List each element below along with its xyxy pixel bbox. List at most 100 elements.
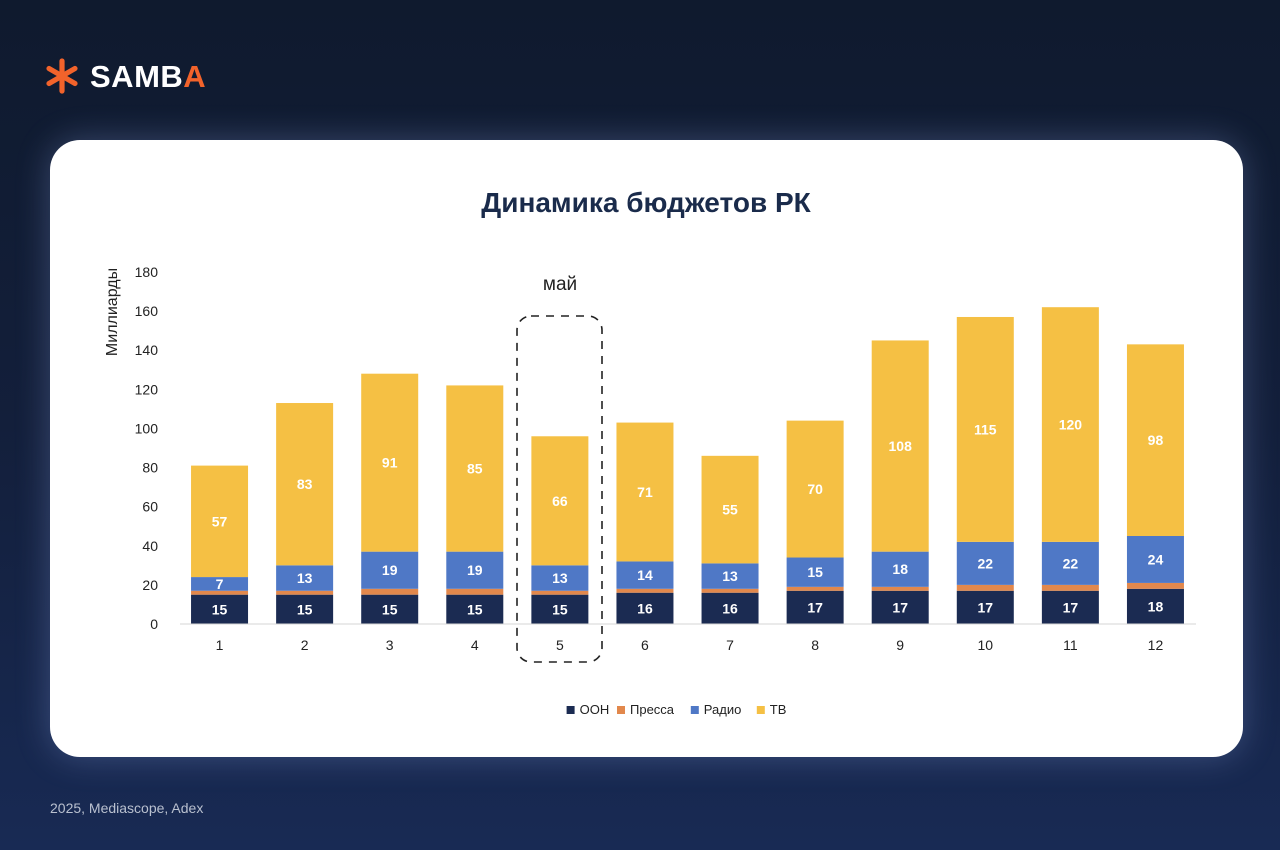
x-tick-label: 4 bbox=[471, 637, 479, 653]
x-axis-ticks: 1 2 3 4 5 6 7 8 9 10 11 12 bbox=[216, 637, 1164, 653]
bar-segment bbox=[786, 420, 844, 558]
brand-name-accent: A bbox=[183, 58, 207, 94]
chart-legend: OOH Пресса Радио ТВ bbox=[566, 702, 786, 717]
bar-segment bbox=[191, 465, 249, 578]
data-label: 13 bbox=[722, 568, 738, 584]
may-annotation-label: май bbox=[543, 274, 577, 295]
data-label: 57 bbox=[212, 513, 228, 529]
bar-segment bbox=[531, 590, 589, 595]
x-tick-label: 11 bbox=[1063, 637, 1078, 653]
bar-segment bbox=[701, 455, 759, 564]
data-label: 13 bbox=[297, 570, 313, 586]
bar-segment bbox=[616, 422, 674, 562]
bar-segment bbox=[361, 373, 419, 552]
data-label: 18 bbox=[892, 561, 908, 577]
data-label: 71 bbox=[637, 484, 653, 500]
data-label: 85 bbox=[467, 461, 483, 477]
data-label: 19 bbox=[382, 562, 398, 578]
bar-data-labels: 15 7 57 15 13 83 15 19 91 15 19 85 15 13 66 16 14 71 16 13 5… bbox=[212, 417, 1164, 618]
x-tick-label: 7 bbox=[726, 637, 734, 653]
data-label: 7 bbox=[216, 576, 224, 592]
x-tick-label: 9 bbox=[896, 637, 904, 653]
bar-segment bbox=[1126, 588, 1184, 624]
legend-swatch bbox=[690, 706, 699, 714]
data-label: 15 bbox=[467, 601, 483, 617]
samba-logo: SAMBA bbox=[44, 58, 206, 94]
data-label: 16 bbox=[637, 600, 653, 616]
chart-title: Динамика бюджетов РК bbox=[481, 187, 811, 218]
x-tick-label: 2 bbox=[301, 637, 309, 653]
data-label: 13 bbox=[552, 570, 568, 586]
data-label: 22 bbox=[1063, 555, 1079, 571]
bar-segment bbox=[361, 551, 419, 589]
bar-segment bbox=[361, 588, 419, 595]
bar-segment bbox=[1041, 584, 1099, 591]
legend-label: Пресса bbox=[630, 702, 675, 717]
budget-chart: Динамика бюджетов РК Миллиарды 0 20 40 60 80… bbox=[104, 187, 1196, 717]
y-tick-label: 60 bbox=[142, 499, 158, 515]
data-label: 15 bbox=[807, 564, 823, 580]
bar-segment bbox=[616, 592, 674, 624]
bars bbox=[191, 307, 1184, 624]
bar-segment bbox=[1041, 590, 1099, 624]
bar-segment bbox=[1126, 344, 1184, 536]
bar-segment bbox=[871, 340, 929, 552]
x-tick-label: 5 bbox=[556, 637, 564, 653]
bar-segment bbox=[1126, 536, 1184, 583]
bar-segment bbox=[191, 590, 249, 595]
x-tick-label: 8 bbox=[811, 637, 819, 653]
bar-segment bbox=[1126, 582, 1184, 589]
data-label: 16 bbox=[722, 600, 738, 616]
y-tick-label: 160 bbox=[135, 303, 159, 319]
bar-segment bbox=[446, 551, 504, 589]
y-tick-label: 80 bbox=[142, 460, 158, 476]
data-label: 15 bbox=[212, 601, 228, 617]
data-label: 17 bbox=[807, 599, 823, 615]
bar-segment bbox=[191, 577, 249, 591]
data-label: 17 bbox=[978, 599, 994, 615]
data-label: 70 bbox=[807, 481, 823, 497]
bar-segment bbox=[956, 541, 1014, 585]
y-axis-label: Миллиарды bbox=[104, 268, 121, 356]
data-label: 14 bbox=[637, 567, 653, 583]
data-label: 18 bbox=[1148, 598, 1164, 614]
y-tick-label: 0 bbox=[150, 616, 158, 632]
bar-segment bbox=[701, 592, 759, 624]
data-label: 17 bbox=[1063, 599, 1079, 615]
bar-segment bbox=[531, 594, 589, 624]
bar-segment bbox=[446, 594, 504, 624]
source-note: 2025, Mediascope, Adex bbox=[50, 800, 204, 816]
data-label: 120 bbox=[1059, 417, 1083, 433]
bar-segment bbox=[871, 590, 929, 624]
data-label: 83 bbox=[297, 476, 313, 492]
brand-name-main: SAMB bbox=[90, 58, 184, 94]
data-label: 15 bbox=[552, 601, 568, 617]
data-label: 15 bbox=[382, 601, 398, 617]
brand-name: SAMBA bbox=[90, 61, 206, 92]
bar-segment bbox=[616, 561, 674, 589]
legend-label: OOH bbox=[580, 702, 610, 717]
data-label: 22 bbox=[978, 555, 994, 571]
y-axis-ticks: 0 20 40 60 80 100 120 140 160 180 bbox=[135, 264, 159, 632]
bar-segment bbox=[701, 588, 759, 593]
bar-segment bbox=[276, 565, 334, 591]
data-label: 19 bbox=[467, 562, 483, 578]
bar-segment bbox=[956, 590, 1014, 624]
data-label: 91 bbox=[382, 455, 398, 471]
bar-segment bbox=[531, 565, 589, 591]
data-label: 66 bbox=[552, 493, 568, 509]
bar-segment bbox=[446, 588, 504, 595]
bar-segment bbox=[786, 557, 844, 587]
y-tick-label: 100 bbox=[135, 420, 159, 436]
data-label: 15 bbox=[297, 601, 313, 617]
data-label: 108 bbox=[889, 438, 913, 454]
y-tick-label: 140 bbox=[135, 342, 159, 358]
bar-segment bbox=[1041, 541, 1099, 585]
x-tick-label: 10 bbox=[978, 637, 994, 653]
bar-segment bbox=[701, 563, 759, 589]
y-tick-label: 20 bbox=[142, 577, 158, 593]
may-annotation: май bbox=[516, 274, 603, 663]
y-tick-label: 40 bbox=[142, 538, 158, 554]
bar-segment bbox=[786, 590, 844, 624]
data-label: 98 bbox=[1148, 432, 1164, 448]
